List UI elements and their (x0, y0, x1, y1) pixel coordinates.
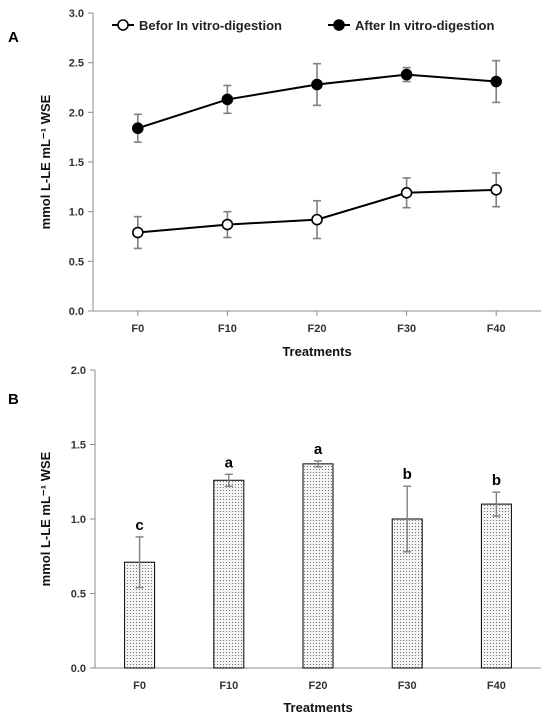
data-point-series-1 (400, 186, 413, 199)
x-tick-label-a: F40 (487, 323, 506, 335)
significance-letter: a (225, 454, 234, 471)
data-point-series-2 (400, 68, 413, 81)
x-tick-label-b: F40 (487, 680, 506, 692)
bar-f20 (302, 463, 334, 669)
bar-f40 (480, 503, 512, 669)
data-point-series-2 (490, 75, 503, 88)
y-tick-label-a: 1.5 (69, 157, 84, 169)
y-tick-label-b: 2.0 (71, 365, 86, 377)
data-point-series-2 (311, 78, 323, 91)
bar-f10 (213, 479, 245, 669)
data-point-series-1 (221, 218, 234, 231)
x-tick-label-b: F10 (219, 680, 238, 692)
y-tick-label-b: 1.5 (71, 440, 86, 452)
x-tick-label-a: F20 (308, 323, 327, 335)
significance-letter: b (492, 472, 501, 489)
y-tick-label-a: 0.0 (69, 306, 84, 318)
x-axis-title-a: Treatments (282, 344, 351, 359)
x-tick-label-a: F10 (218, 323, 237, 335)
y-tick-label-b: 0.5 (71, 589, 86, 601)
legend-marker-series-1 (117, 19, 129, 31)
x-tick-label-b: F0 (133, 680, 146, 692)
y-tick-label-a: 0.5 (69, 256, 84, 268)
data-point-series-1 (311, 213, 323, 226)
legend-label-series-2: After In vitro-digestion (355, 18, 494, 33)
significance-letter: b (403, 466, 412, 483)
y-tick-label-a: 2.0 (69, 107, 84, 119)
data-point-series-1 (132, 226, 144, 239)
legend-label-series-1: Befor In vitro-digestion (139, 18, 282, 33)
panel-label-b: B (8, 391, 19, 408)
y-tick-label-b: 1.0 (71, 514, 86, 526)
y-axis-title-a: mmol L-LE mL⁻¹ WSE (38, 94, 53, 229)
x-tick-label-b: F20 (309, 680, 328, 692)
data-point-series-2 (221, 93, 234, 106)
significance-letter: c (135, 517, 143, 534)
x-tick-label-b: F30 (398, 680, 417, 692)
y-tick-label-a: 1.0 (69, 207, 84, 219)
y-tick-label-a: 2.5 (69, 58, 84, 70)
significance-letter: a (314, 441, 323, 458)
data-point-series-2 (132, 122, 144, 135)
legend-marker-series-2 (333, 19, 345, 31)
y-tick-label-a: 3.0 (69, 8, 84, 20)
panel-label-a: A (8, 29, 19, 46)
y-tick-label-b: 0.0 (71, 663, 86, 675)
x-tick-label-a: F30 (397, 323, 416, 335)
x-tick-label-a: F0 (131, 323, 144, 335)
y-axis-title-b: mmol L-LE mL⁻¹ WSE (38, 451, 53, 586)
x-axis-title-b: Treatments (283, 700, 352, 715)
data-point-series-1 (490, 184, 503, 196)
